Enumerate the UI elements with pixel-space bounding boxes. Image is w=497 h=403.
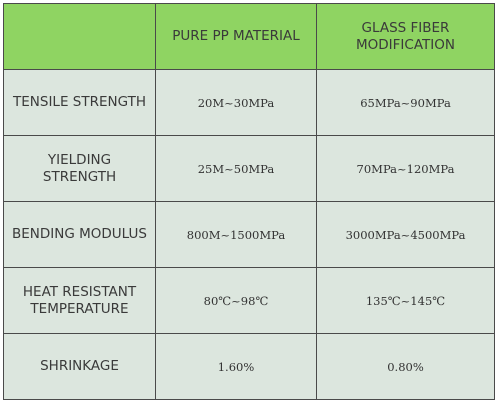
value-cell: 25M~50MPa [155, 135, 317, 202]
value-cell: 80℃~98℃ [155, 267, 317, 334]
value-cell: 70MPa~120MPa [316, 135, 495, 202]
table-row: HEAT RESISTANT TEMPERATURE 80℃~98℃ 135℃~14… [3, 267, 495, 334]
column-header: GLASS FIBER MODIFICATION [316, 3, 495, 70]
value-cell: 3000MPa~4500MPa [316, 201, 495, 268]
comparison-table: PURE PP MATERIAL GLASS FIBER MODIFICATIO… [3, 3, 495, 400]
value-cell: 65MPa~90MPa [316, 69, 495, 136]
table-row: BENDING MODULUS 800M~1500MPa 3000MPa~4500M… [3, 201, 495, 268]
row-label: HEAT RESISTANT TEMPERATURE [3, 267, 156, 334]
row-label: BENDING MODULUS [3, 201, 156, 268]
corner-cell [3, 3, 156, 70]
row-label: SHRINKAGE [3, 333, 156, 400]
header-row: PURE PP MATERIAL GLASS FIBER MODIFICATIO… [3, 3, 495, 70]
row-label: YIELDING STRENGTH [3, 135, 156, 202]
column-header: PURE PP MATERIAL [155, 3, 317, 70]
table-row: SHRINKAGE 1.60% 0.80% [3, 333, 495, 400]
value-cell: 0.80% [316, 333, 495, 400]
value-cell: 135℃~145℃ [316, 267, 495, 334]
table-row: YIELDING STRENGTH 25M~50MPa 70MPa~120MPa [3, 135, 495, 202]
value-cell: 1.60% [155, 333, 317, 400]
table-row: TENSILE STRENGTH 20M~30MPa 65MPa~90MPa [3, 69, 495, 136]
value-cell: 800M~1500MPa [155, 201, 317, 268]
value-cell: 20M~30MPa [155, 69, 317, 136]
row-label: TENSILE STRENGTH [3, 69, 156, 136]
